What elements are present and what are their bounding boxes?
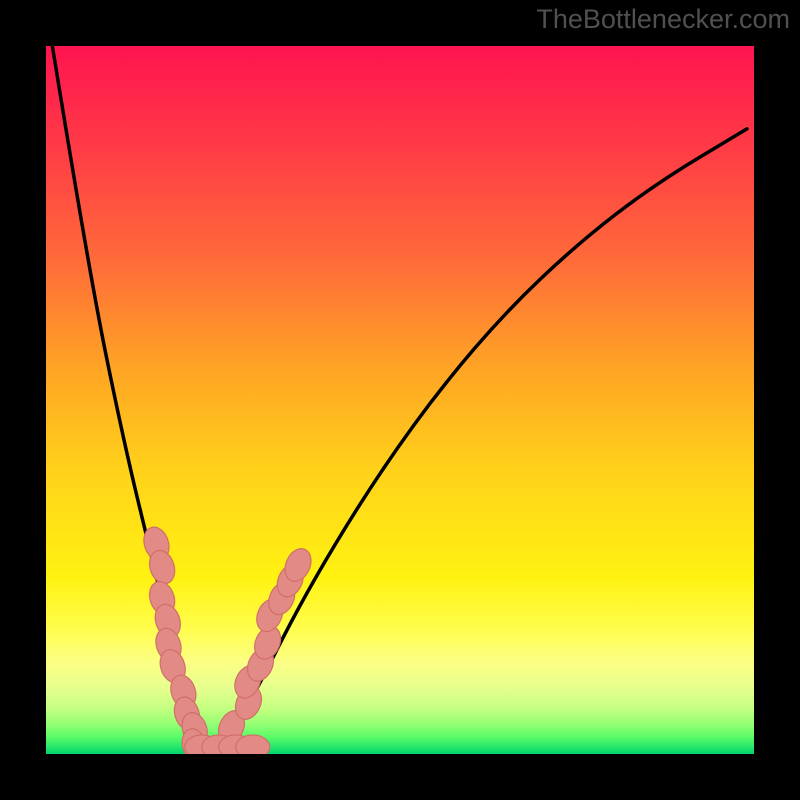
plot-area	[46, 46, 754, 754]
plot-gradient-background	[46, 46, 754, 754]
watermark-text: TheBottlenecker.com	[536, 4, 790, 35]
